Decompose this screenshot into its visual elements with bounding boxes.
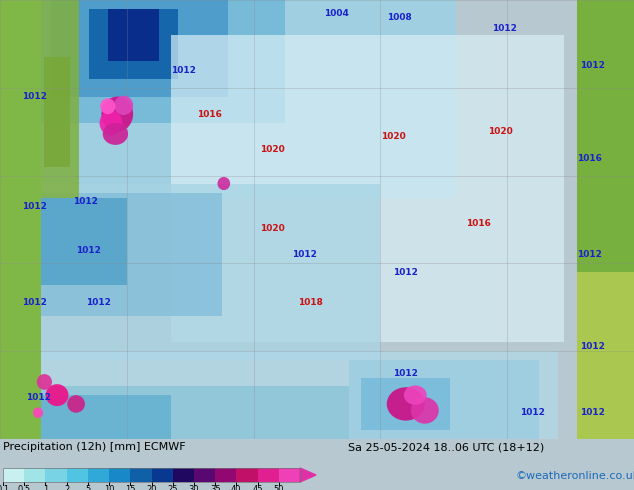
Ellipse shape	[37, 374, 52, 390]
Bar	[0, 184, 380, 360]
Text: 1018: 1018	[298, 298, 323, 307]
Text: 1012: 1012	[491, 24, 517, 33]
Text: 1012: 1012	[171, 66, 197, 75]
Bar	[109, 468, 130, 482]
Text: 2: 2	[64, 485, 69, 490]
Ellipse shape	[404, 386, 427, 405]
Bar	[215, 468, 236, 482]
Bar	[172, 468, 194, 482]
Ellipse shape	[100, 98, 115, 114]
Text: 1016: 1016	[466, 220, 491, 228]
Text: 1012: 1012	[22, 202, 48, 211]
Text: 1020: 1020	[260, 224, 285, 233]
Text: 0.5: 0.5	[18, 485, 31, 490]
Text: 40: 40	[231, 485, 242, 490]
Text: 1016: 1016	[197, 110, 222, 119]
Text: 1004: 1004	[323, 9, 349, 18]
Text: 10: 10	[104, 485, 114, 490]
Bar	[0, 197, 127, 285]
Bar	[361, 378, 450, 430]
Text: 45: 45	[252, 485, 263, 490]
Text: 20: 20	[146, 485, 157, 490]
Bar	[3, 468, 300, 482]
Bar	[24, 468, 46, 482]
Bar	[349, 360, 539, 439]
Text: 1008: 1008	[387, 13, 412, 22]
Text: 5: 5	[85, 485, 91, 490]
Text: 1012: 1012	[580, 61, 605, 71]
Bar	[577, 0, 634, 439]
Bar	[577, 272, 634, 439]
Ellipse shape	[33, 407, 43, 418]
Text: 1012: 1012	[22, 92, 48, 101]
Bar	[89, 9, 178, 79]
Ellipse shape	[411, 397, 439, 424]
Text: 1020: 1020	[260, 145, 285, 154]
Text: 30: 30	[189, 485, 199, 490]
Text: Sa 25-05-2024 18..06 UTC (18+12): Sa 25-05-2024 18..06 UTC (18+12)	[348, 442, 544, 452]
Bar	[0, 193, 222, 316]
Text: 0.1: 0.1	[0, 485, 10, 490]
Text: 1012: 1012	[25, 393, 51, 402]
Text: 35: 35	[210, 485, 221, 490]
Bar	[0, 351, 558, 439]
Text: 1: 1	[43, 485, 48, 490]
Ellipse shape	[114, 96, 133, 115]
Ellipse shape	[387, 387, 425, 420]
Bar	[88, 468, 109, 482]
Text: 1012: 1012	[393, 268, 418, 277]
Bar	[257, 468, 279, 482]
Text: 15: 15	[125, 485, 136, 490]
Ellipse shape	[103, 123, 128, 145]
Text: ©weatheronline.co.uk: ©weatheronline.co.uk	[516, 471, 634, 481]
Text: 1012: 1012	[22, 298, 48, 307]
Bar	[0, 0, 41, 439]
Bar	[67, 468, 88, 482]
Polygon shape	[300, 468, 316, 482]
Bar	[194, 468, 215, 482]
Text: 1012: 1012	[393, 368, 418, 378]
Text: 1012: 1012	[580, 408, 605, 417]
Text: 1016: 1016	[577, 153, 602, 163]
Ellipse shape	[46, 384, 68, 406]
Text: 1012: 1012	[580, 343, 605, 351]
Text: 50: 50	[273, 485, 284, 490]
Ellipse shape	[100, 111, 122, 135]
Bar	[44, 57, 70, 167]
Bar	[0, 386, 349, 439]
Text: 1012: 1012	[292, 250, 317, 259]
Text: 1012: 1012	[73, 197, 98, 206]
Text: Precipitation (12h) [mm] ECMWF: Precipitation (12h) [mm] ECMWF	[3, 442, 186, 452]
Bar	[0, 0, 456, 197]
Ellipse shape	[101, 97, 133, 132]
Bar	[152, 468, 172, 482]
Bar	[41, 0, 79, 197]
Bar	[130, 468, 152, 482]
Text: 1020: 1020	[488, 127, 514, 136]
Bar	[32, 395, 171, 439]
Ellipse shape	[67, 395, 85, 413]
Bar	[51, 0, 228, 97]
Text: 1012: 1012	[520, 408, 545, 417]
Ellipse shape	[217, 177, 230, 190]
Bar	[3, 468, 24, 482]
Bar	[108, 9, 158, 61]
Text: 1012: 1012	[86, 298, 111, 307]
Bar	[0, 0, 285, 123]
Text: 25: 25	[167, 485, 178, 490]
Text: 1012: 1012	[577, 250, 602, 259]
Text: 1020: 1020	[380, 132, 406, 141]
Bar	[171, 35, 564, 343]
Text: 1012: 1012	[76, 246, 101, 255]
Bar	[279, 468, 300, 482]
Bar	[46, 468, 67, 482]
Bar	[236, 468, 257, 482]
